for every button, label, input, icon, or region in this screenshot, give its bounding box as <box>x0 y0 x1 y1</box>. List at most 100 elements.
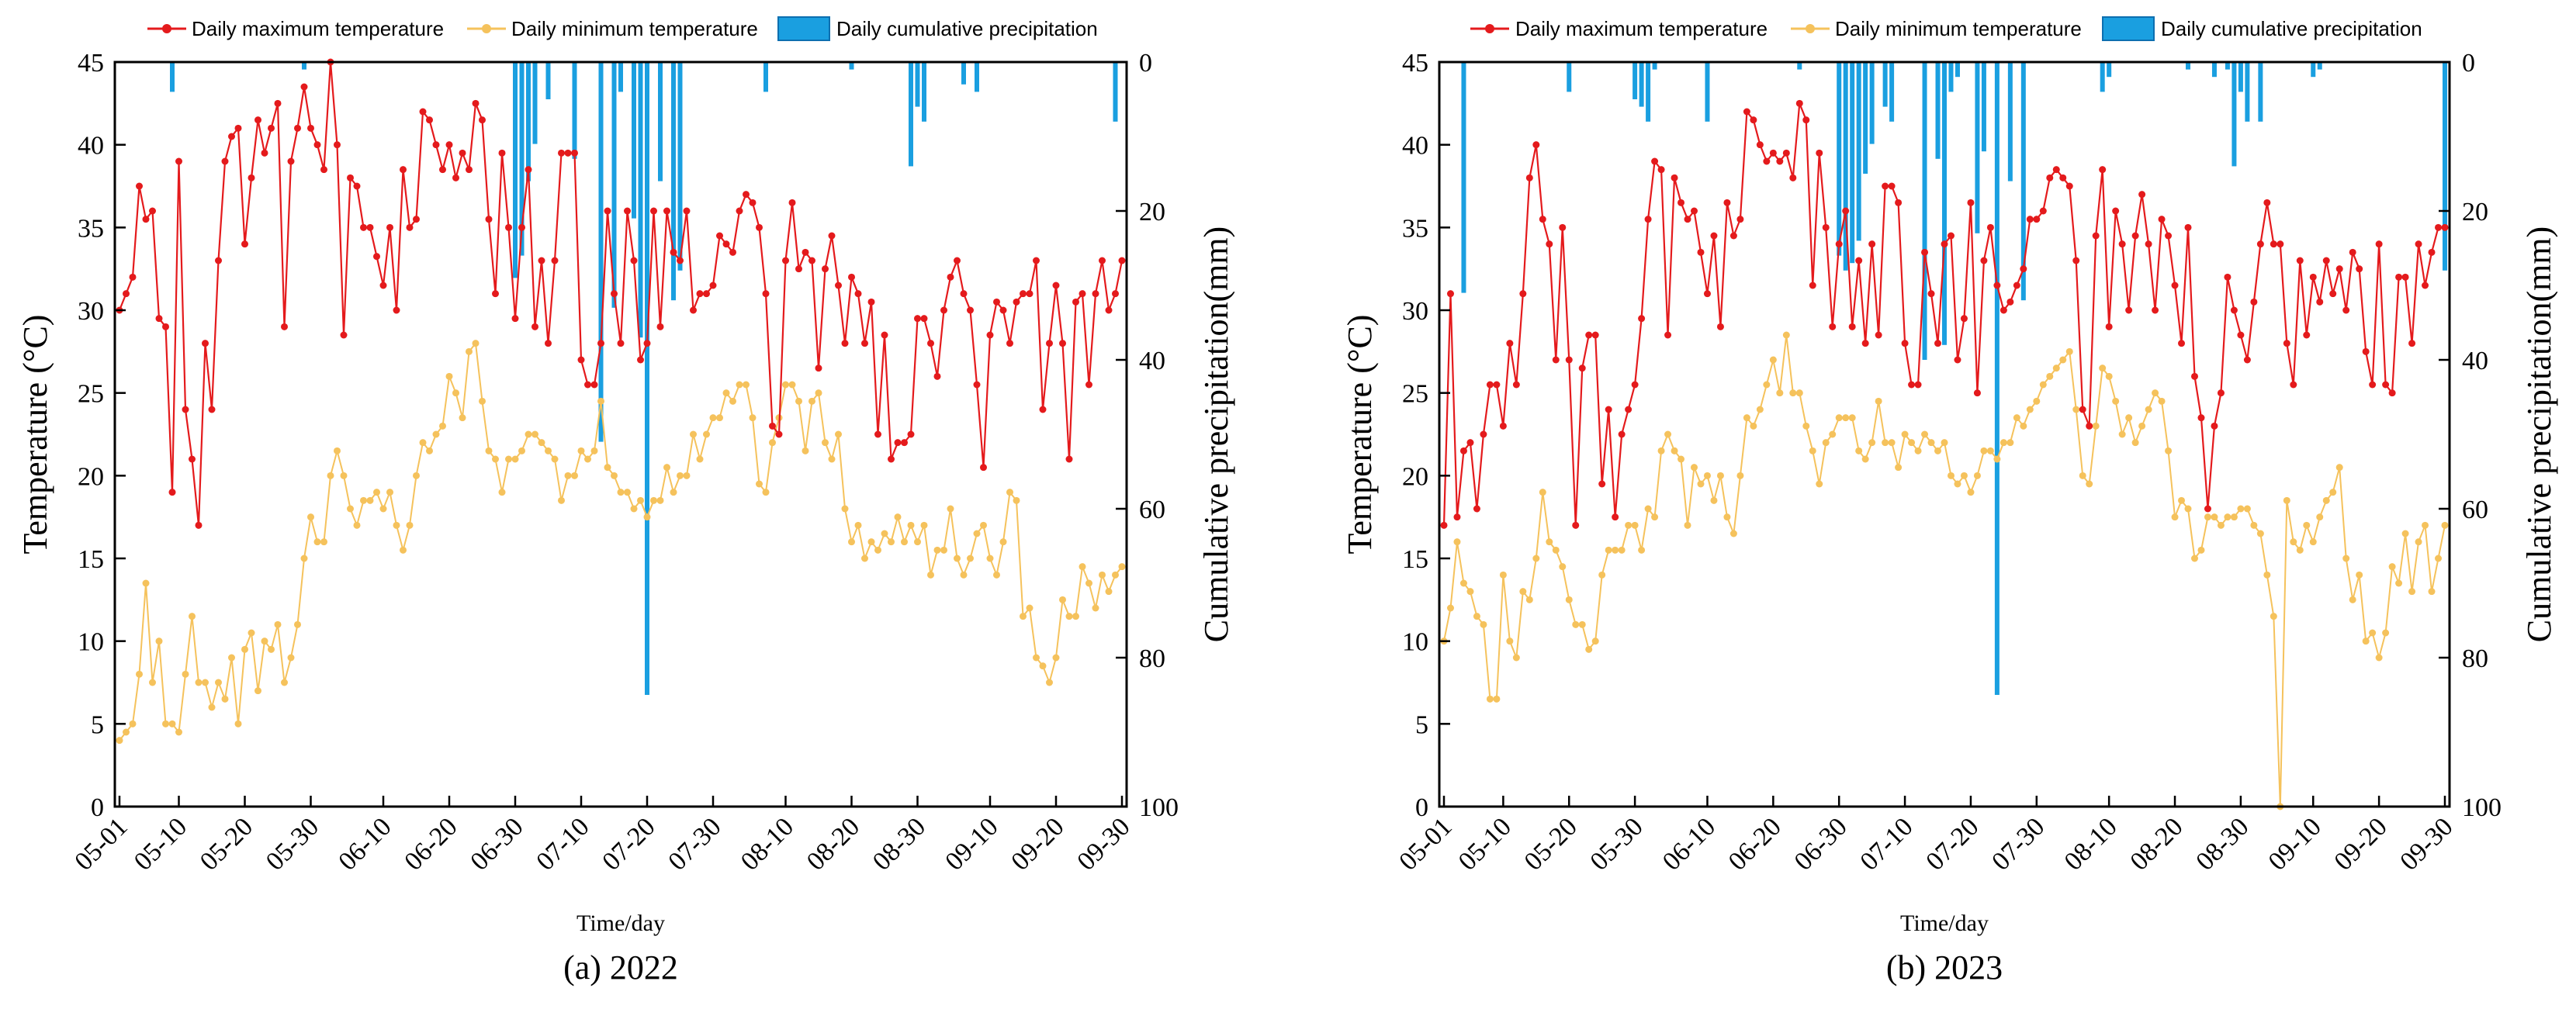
precipitation-bar <box>526 62 531 181</box>
min-temperature-point <box>2329 489 2337 496</box>
min-temperature-point <box>2065 347 2073 355</box>
min-temperature-point <box>2422 521 2429 529</box>
min-temperature-point <box>769 439 776 447</box>
min-temperature-point <box>1546 538 1553 546</box>
min-temperature-point <box>1059 596 1066 603</box>
min-temperature-point <box>1895 464 1903 472</box>
y-left-tick-label: 20 <box>1402 462 1428 491</box>
max-temperature-point <box>2329 290 2337 298</box>
max-temperature-point <box>136 182 143 190</box>
min-temperature-point <box>933 546 941 554</box>
min-temperature-point <box>2356 571 2363 579</box>
min-temperature-point <box>1921 430 1929 438</box>
max-temperature-point <box>993 298 1000 306</box>
max-temperature-point <box>703 290 710 298</box>
min-temperature-point <box>472 340 480 347</box>
y-right-axis-title: Cumulative precipitation(mm) <box>1197 226 1235 642</box>
min-temperature-point <box>2316 513 2324 521</box>
max-temperature-point <box>1585 331 1593 339</box>
max-temperature-point <box>1493 381 1501 389</box>
precipitation-bar <box>638 62 643 338</box>
max-temperature-point <box>2158 216 2166 223</box>
min-temperature-point <box>848 538 855 546</box>
min-temperature-point <box>1466 588 1474 596</box>
y-left-tick-label: 5 <box>91 710 104 739</box>
min-temperature-point <box>2178 496 2186 504</box>
min-temperature-point <box>2079 472 2086 479</box>
min-temperature-point <box>1901 430 1909 438</box>
min-temperature-point <box>2290 538 2297 546</box>
max-temperature-point <box>716 232 723 240</box>
max-temperature-point <box>2375 240 2383 248</box>
max-temperature-point <box>1453 513 1461 521</box>
max-temperature-point <box>129 273 137 281</box>
x-tick-label: 08-20 <box>802 812 865 876</box>
max-temperature-point <box>1980 257 1988 264</box>
min-temperature-point <box>722 389 730 397</box>
max-temperature-point <box>1092 290 1099 298</box>
precipitation-bar <box>170 62 175 92</box>
min-temperature-point <box>1493 695 1501 703</box>
max-temperature-point <box>2237 331 2245 339</box>
min-temperature-point <box>630 505 638 513</box>
y-left-tick-label: 0 <box>91 793 104 822</box>
legend-min-marker <box>482 24 491 33</box>
precipitation-bar <box>1850 62 1855 264</box>
max-temperature-point <box>604 207 611 215</box>
max-temperature-point <box>1105 306 1113 314</box>
min-temperature-point <box>1591 638 1599 645</box>
precipitation-bar <box>2317 62 2322 70</box>
min-temperature-point <box>360 496 367 504</box>
max-temperature-point <box>1618 430 1626 438</box>
min-temperature-point <box>149 679 156 686</box>
min-temperature-point <box>545 447 552 454</box>
max-temperature-point <box>1671 174 1678 181</box>
precipitation-bar <box>2238 62 2243 92</box>
y-right-tick-label: 0 <box>1139 49 1152 78</box>
min-temperature-point <box>782 381 789 389</box>
max-temperature-point <box>775 430 783 438</box>
x-tick-label: 08-10 <box>736 812 799 876</box>
max-temperature-point <box>2362 347 2370 355</box>
max-temperature-point <box>874 430 881 438</box>
min-temperature-point <box>2270 613 2277 620</box>
min-temperature-point <box>538 439 545 447</box>
precipitation-bar <box>598 62 604 442</box>
precipitation-bar <box>1975 62 1980 233</box>
min-temperature-point <box>709 414 717 422</box>
min-temperature-point <box>2197 546 2205 554</box>
y-left-tick-label: 15 <box>1402 545 1428 574</box>
max-temperature-point <box>2349 248 2356 256</box>
max-temperature-point <box>1795 99 1803 107</box>
min-temperature-point <box>841 505 849 513</box>
min-temperature-point <box>867 538 875 546</box>
min-temperature-point <box>202 679 209 686</box>
legend-precip-label: Daily cumulative precipitation <box>2161 17 2422 40</box>
min-temperature-point <box>2118 430 2126 438</box>
precipitation-bar <box>519 62 525 256</box>
legend-b: Daily maximum temperature Daily minimum … <box>1470 16 2422 41</box>
max-temperature-point <box>1020 290 1027 298</box>
min-temperature-point <box>558 496 565 504</box>
max-temperature-point <box>2086 422 2093 430</box>
min-temperature-point <box>551 455 559 463</box>
precipitation-bar <box>2443 62 2447 271</box>
max-temperature-point <box>234 124 242 132</box>
min-temperature-point <box>234 720 242 727</box>
max-temperature-point <box>1736 216 1744 223</box>
max-temperature-point <box>531 323 538 330</box>
max-temperature-point <box>2138 191 2146 199</box>
min-temperature-point <box>2020 422 2027 430</box>
min-temperature-point <box>1657 447 1665 454</box>
min-temperature-point <box>2006 439 2014 447</box>
max-temperature-point <box>1480 430 1487 438</box>
min-temperature-point <box>1618 546 1626 554</box>
min-temperature-point <box>2349 596 2356 603</box>
max-temperature-point <box>485 216 493 223</box>
precipitation-bar <box>2258 62 2263 122</box>
y-right-tick-label: 60 <box>1139 496 1165 524</box>
x-tick-label: 06-20 <box>1723 812 1787 876</box>
min-temperature-point <box>1486 695 1494 703</box>
max-temperature-point <box>854 290 862 298</box>
